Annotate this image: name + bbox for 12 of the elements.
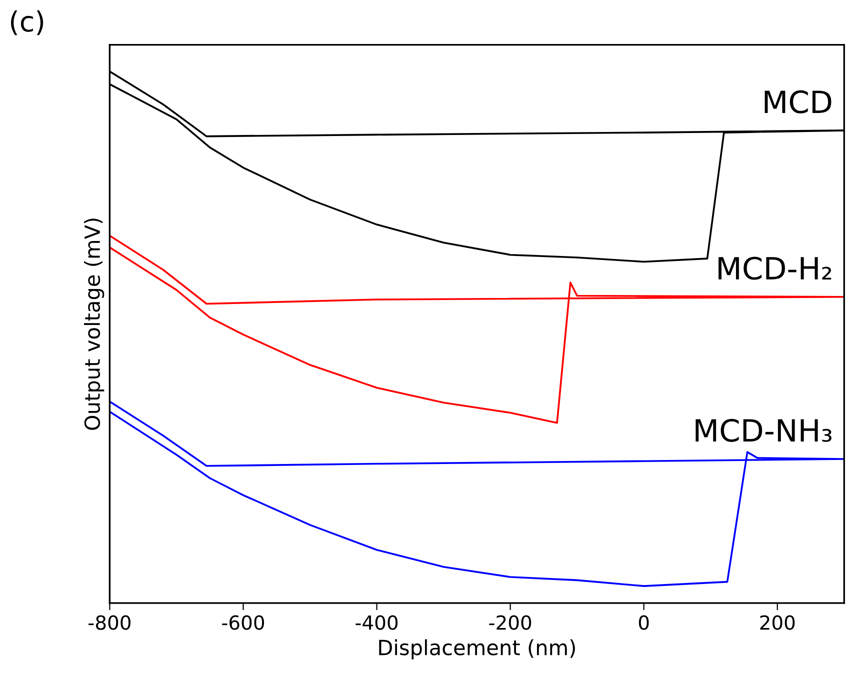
series-label: MCD [764,90,832,114]
x-tick-label: -600 [222,615,264,630]
x-axis-title: Displacement (nm) [379,639,575,660]
series-label: MCD-H₂ [718,256,832,280]
text: (c) [10,10,44,36]
x-tick-label: -400 [356,615,398,630]
x-tick-label: -800 [88,615,130,630]
x-tick-label: 0 [638,615,649,630]
x-tick-label: -200 [489,615,532,630]
x-tick-label: 200 [760,615,795,630]
y-axis-title: Output voltage (mV) [84,218,104,430]
series-label: MCD-NH₃ [696,418,832,442]
